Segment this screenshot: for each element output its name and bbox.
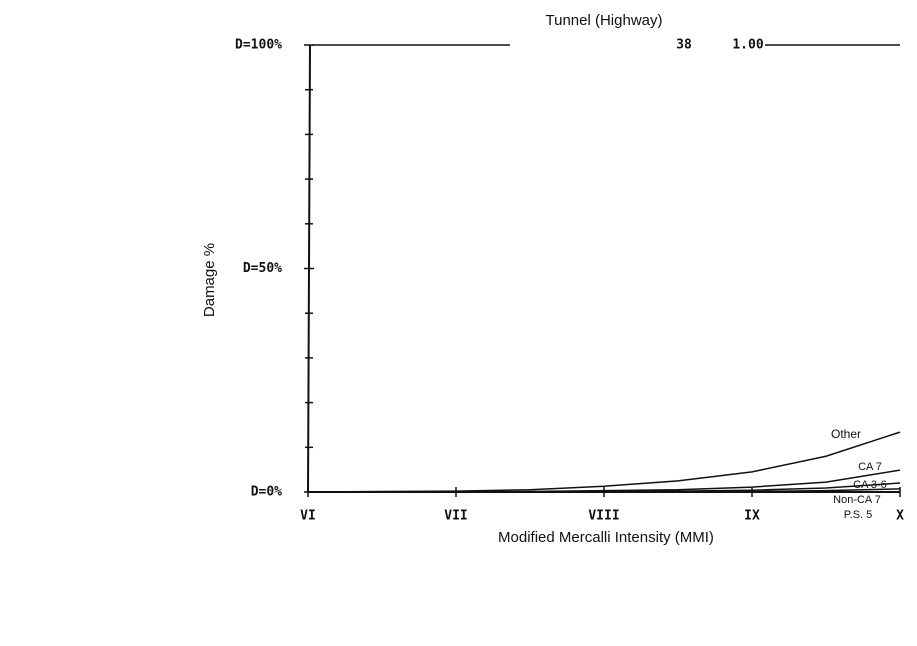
y-tick-label: D=0% (251, 485, 282, 500)
chart-title: Tunnel (Highway) (546, 12, 663, 29)
annotation: 38 (676, 38, 692, 53)
y-tick-label: D=50% (243, 261, 282, 276)
series-label: Non-CA 7 (833, 494, 881, 506)
y-axis-label: Damage % (201, 243, 218, 317)
x-tick-label: VII (444, 509, 467, 524)
annotation: P.S. 5 (844, 509, 873, 521)
series-line (308, 488, 901, 493)
y-tick-label: D=100% (235, 38, 282, 53)
x-tick-label: VIII (588, 509, 619, 524)
x-axis-label: Modified Mercalli Intensity (MMI) (498, 529, 714, 546)
x-tick-label: VI (300, 509, 316, 524)
series-label: CA 3-6 (853, 479, 887, 491)
x-tick-label: IX (744, 509, 760, 524)
series-label: CA 7 (858, 461, 882, 473)
series-label: Other (831, 427, 861, 441)
x-tick-label: X (896, 509, 904, 524)
annotation: 1.00 (732, 38, 763, 53)
